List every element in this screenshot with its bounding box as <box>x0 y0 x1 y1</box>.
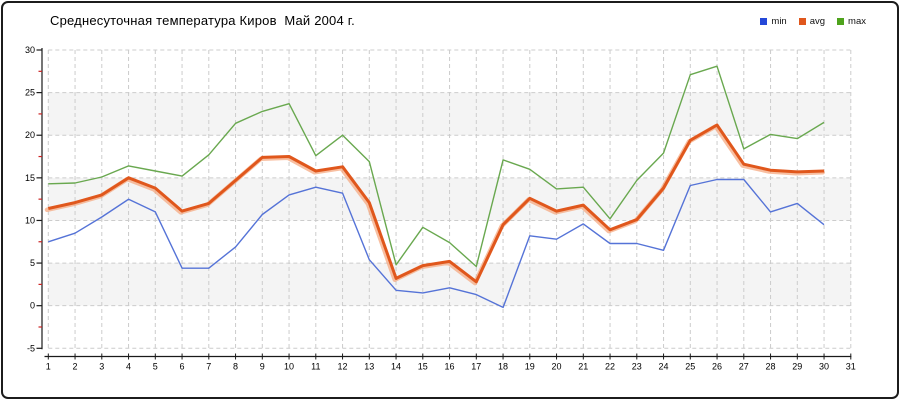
x-tick-label: 26 <box>712 362 722 372</box>
legend-swatch-max <box>837 18 845 25</box>
y-tick-label: 10 <box>25 215 35 225</box>
x-tick-label: 19 <box>525 362 535 372</box>
series-max-line <box>48 65 825 268</box>
legend-swatch-avg <box>798 18 806 25</box>
legend-label-min: min <box>771 16 787 27</box>
legend-item-avg: avg <box>798 16 826 27</box>
x-tick-label: 6 <box>180 362 185 372</box>
x-tick-label: 7 <box>206 362 211 372</box>
x-tick-label: 9 <box>260 362 265 372</box>
legend-label-avg: avg <box>809 16 826 27</box>
legend-swatch-min <box>760 18 768 25</box>
x-tick-label: 8 <box>233 362 238 372</box>
x-axis: 1 2 3 4 5 6 7 8 9 10 11 12 13 14 15 16 17 18 19 20 21 22 23 24 2… <box>44 353 856 372</box>
x-tick-label: 16 <box>445 362 455 372</box>
series-avg-line <box>47 123 825 284</box>
legend-label-max: max <box>848 16 866 27</box>
x-tick-label: 4 <box>126 362 131 372</box>
x-tick-label: 17 <box>471 362 481 372</box>
x-tick-label: 22 <box>605 362 615 372</box>
x-tick-label: 5 <box>153 362 158 372</box>
x-tick-label: 25 <box>685 362 695 372</box>
x-tick-label: 30 <box>819 362 829 372</box>
x-tick-label: 2 <box>73 362 78 372</box>
y-tick-label: 0 <box>30 301 35 311</box>
y-tick-label: 15 <box>25 173 35 183</box>
x-tick-label: 3 <box>99 362 104 372</box>
y-tick-label: 20 <box>25 130 35 140</box>
x-tick-label: 1 <box>46 362 51 372</box>
y-tick-label: 5 <box>30 258 35 268</box>
y-tick-label: -5 <box>27 343 35 353</box>
x-tick-label: 13 <box>364 362 374 372</box>
series-min-line <box>48 178 825 309</box>
x-tick-label: 29 <box>792 362 802 372</box>
x-tick-label: 31 <box>846 362 856 372</box>
x-tick-label: 28 <box>766 362 776 372</box>
x-tick-label: 21 <box>578 362 588 372</box>
x-tick-label: 23 <box>632 362 642 372</box>
x-tick-label: 14 <box>391 362 401 372</box>
x-tick-label: 24 <box>659 362 669 372</box>
legend: min avg max <box>760 16 866 27</box>
y-tick-label: 25 <box>25 88 35 98</box>
x-tick-label: 20 <box>552 362 562 372</box>
y-tick-label: 30 <box>25 45 35 55</box>
y-axis-minor-ticks <box>38 70 42 328</box>
x-tick-label: 27 <box>739 362 749 372</box>
x-tick-label: 18 <box>498 362 508 372</box>
x-tick-label: 15 <box>418 362 428 372</box>
legend-item-max: max <box>837 16 866 27</box>
x-tick-label: 12 <box>338 362 348 372</box>
x-tick-label: 11 <box>311 362 320 372</box>
x-tick-label: 10 <box>284 362 294 372</box>
legend-item-min: min <box>760 16 787 27</box>
chart-title: Среднесуточная температура Киров Май 200… <box>50 13 355 28</box>
v-gridlines <box>47 50 852 349</box>
